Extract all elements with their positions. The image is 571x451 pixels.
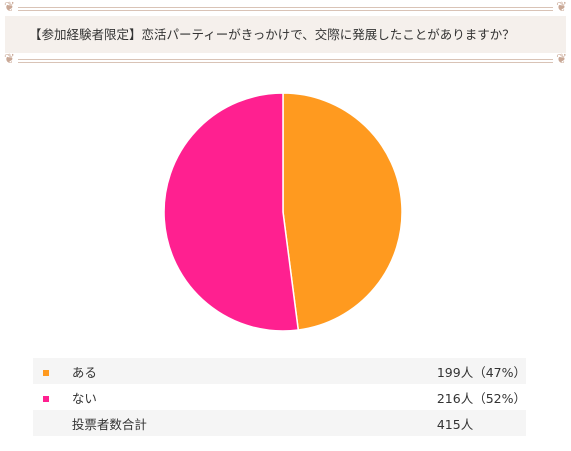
top-ornament: ❦ ❦ [4,0,567,15]
legend-row-total: 投票者数合計 415人 [33,410,526,436]
pie-slice-yes [282,92,403,331]
flourish-icon: ❦ [556,52,567,67]
total-count: 415人 [436,416,474,432]
legend-row-yes: ある 199人（47%） [33,358,526,384]
total-label: 投票者数合計 [71,416,147,432]
legend-swatch-no [43,395,50,402]
legend-count-no: 216人（52%） [436,390,526,406]
results-legend: ある 199人（47%） ない 216人（52%） 投票者数合計 415人 [33,358,526,436]
legend-label-yes: ある [71,364,97,380]
legend-label-no: ない [71,390,97,406]
pie-slice-no [163,92,300,332]
bottom-ornament: ❦ ❦ [4,52,567,67]
pie-chart [163,92,403,332]
question-title: 【参加経験者限定】恋活パーティーがきっかけで、交際に発展したことがありますか？ [5,16,566,53]
legend-count-yes: 199人（47%） [436,364,526,380]
flourish-icon: ❦ [4,0,15,15]
flourish-icon: ❦ [556,0,567,15]
flourish-icon: ❦ [4,52,15,67]
legend-row-no: ない 216人（52%） [33,384,526,410]
legend-swatch-yes [43,369,50,376]
